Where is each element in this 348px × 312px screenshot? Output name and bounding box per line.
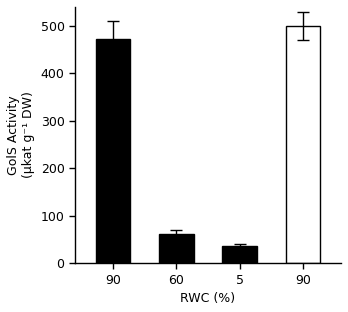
Bar (222, 246, 257, 263)
Bar (159, 234, 194, 263)
Bar (95, 39, 130, 263)
Bar (286, 26, 321, 263)
X-axis label: RWC (%): RWC (%) (180, 292, 236, 305)
Y-axis label: GolS Activity
(μkat g⁻¹ DW): GolS Activity (μkat g⁻¹ DW) (7, 92, 35, 178)
